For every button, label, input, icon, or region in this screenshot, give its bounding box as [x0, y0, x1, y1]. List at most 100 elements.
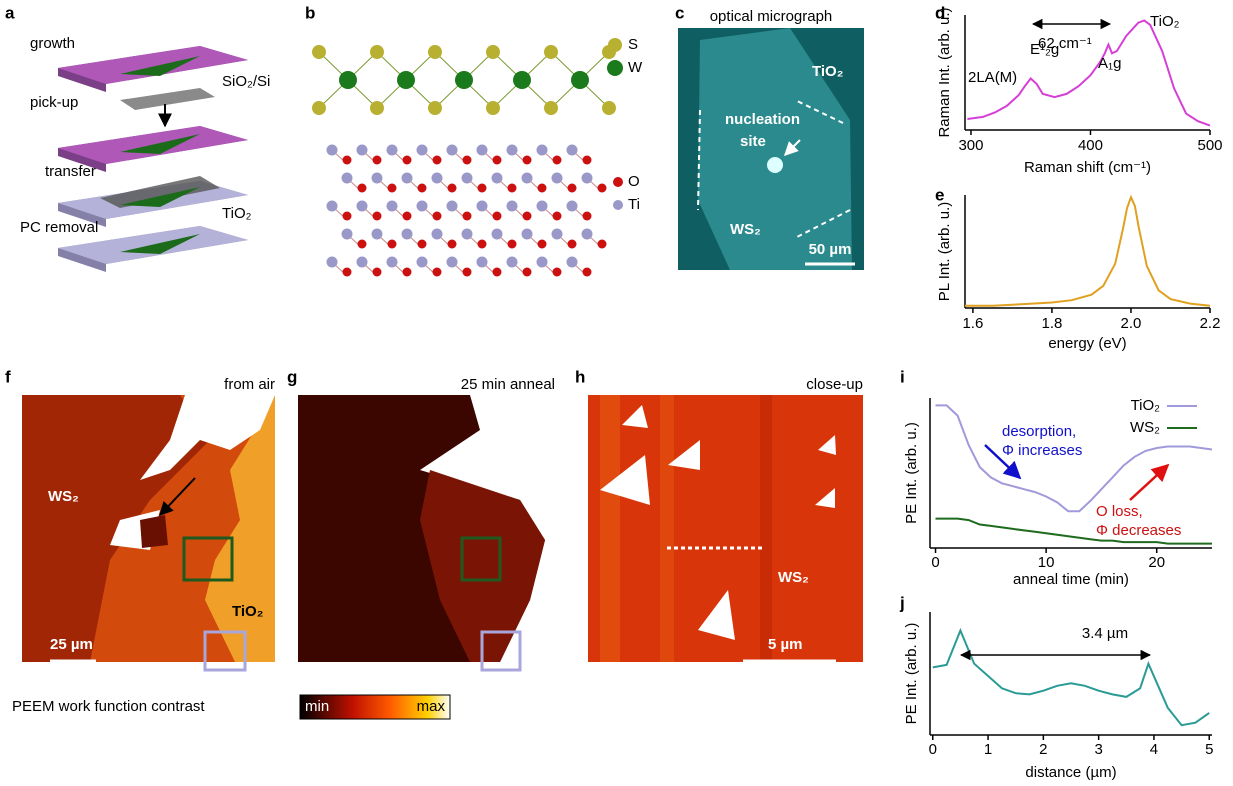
atom-ti — [507, 145, 518, 156]
region-label: WS₂ — [48, 488, 79, 505]
atom-ti — [552, 229, 563, 240]
panel-label: e — [935, 185, 944, 204]
scale-label: 50 µm — [809, 241, 852, 258]
atom-o — [583, 212, 592, 221]
atom-ti — [417, 145, 428, 156]
panel-title: from air — [224, 376, 275, 393]
nucleation — [767, 157, 783, 173]
panel-label: g — [287, 367, 297, 386]
atom-ti — [402, 229, 413, 240]
legend-label: W — [628, 59, 643, 76]
atom-o — [403, 268, 412, 277]
atom-ti — [417, 257, 428, 268]
atom-o — [508, 184, 517, 193]
nucleation — [140, 515, 168, 548]
atom-ti — [432, 229, 443, 240]
atom-ti — [537, 201, 548, 212]
atom-ti — [402, 173, 413, 184]
atom-s — [602, 101, 616, 115]
atom-ti — [357, 257, 368, 268]
atom-ti — [372, 173, 383, 184]
legend-label: TiO₂ — [1131, 397, 1161, 414]
atom-o — [523, 268, 532, 277]
atom-ti — [417, 201, 428, 212]
atom-ti — [582, 173, 593, 184]
atom-o — [418, 184, 427, 193]
panel-title: 25 min anneal — [461, 376, 555, 393]
atom-o — [343, 156, 352, 165]
x-tick-label: 10 — [1038, 554, 1055, 571]
x-tick-label: 2.2 — [1200, 315, 1221, 332]
atom-o — [478, 240, 487, 249]
step-label: growth — [30, 35, 75, 52]
annotation: A₁g — [1098, 55, 1121, 72]
atom-ti — [462, 229, 473, 240]
stripe — [600, 395, 620, 662]
figure: a growth SiO₂/Si pick-up transfer TiO₂ P… — [0, 0, 1233, 786]
region-label: TiO₂ — [812, 63, 843, 80]
atom-ti — [342, 173, 353, 184]
scale-label: 5 µm — [768, 636, 803, 653]
panel-title: close-up — [806, 376, 863, 393]
atom-ti — [387, 257, 398, 268]
atom-o — [343, 268, 352, 277]
y-axis-label: PL Int. (arb. u.) — [936, 202, 953, 302]
atom-o — [388, 184, 397, 193]
atom-o — [583, 268, 592, 277]
x-tick-label: 0 — [929, 741, 937, 758]
atom-ti — [582, 229, 593, 240]
atom-s — [486, 101, 500, 115]
atom-o — [538, 240, 547, 249]
panel-label: i — [900, 367, 905, 386]
colorbar-max: max — [417, 698, 446, 715]
atom-ti — [507, 257, 518, 268]
legend-atom — [613, 200, 623, 210]
atom-s — [486, 45, 500, 59]
y-axis-label: PE Int. (arb. u.) — [903, 623, 920, 725]
atom-o — [493, 268, 502, 277]
atom-s — [428, 45, 442, 59]
atom-o — [403, 212, 412, 221]
region-label: WS₂ — [730, 221, 761, 238]
step-label: PC removal — [20, 219, 98, 236]
step-label: transfer — [45, 163, 96, 180]
x-axis-label: distance (µm) — [1025, 764, 1116, 781]
step-label: pick-up — [30, 94, 78, 111]
atom-o — [463, 156, 472, 165]
x-tick-label: 0 — [931, 554, 939, 571]
atom-s — [544, 101, 558, 115]
atom-o — [343, 212, 352, 221]
atom-ti — [447, 201, 458, 212]
y-axis-label: Raman Int. (arb. u.) — [936, 7, 953, 137]
atom-ti — [522, 173, 533, 184]
atom-ti — [492, 229, 503, 240]
legend-atom — [607, 60, 623, 76]
atom-ti — [567, 201, 578, 212]
atom-s — [370, 45, 384, 59]
atom-ti — [327, 201, 338, 212]
annotation: O loss, — [1096, 503, 1143, 520]
atom-o — [358, 240, 367, 249]
region-label: TiO₂ — [232, 603, 263, 620]
atom-o — [463, 268, 472, 277]
x-tick-label: 2 — [1039, 741, 1047, 758]
atom-ti — [357, 201, 368, 212]
annotation: desorption, — [1002, 423, 1076, 440]
panel-label: b — [305, 3, 315, 22]
atom-s — [312, 45, 326, 59]
x-tick-label: 500 — [1197, 137, 1222, 154]
annotation: Φ increases — [1002, 442, 1082, 459]
annotation: 2LA(M) — [968, 69, 1017, 86]
atom-o — [523, 212, 532, 221]
panel-title: optical micrograph — [710, 8, 833, 25]
atom-ti — [387, 145, 398, 156]
crystal-structure — [312, 45, 616, 277]
legend-atom — [613, 177, 623, 187]
atom-w — [455, 71, 473, 89]
atom-ti — [552, 173, 563, 184]
region-label: site — [740, 133, 766, 150]
panel-label: j — [899, 593, 905, 612]
atom-w — [339, 71, 357, 89]
atom-o — [448, 184, 457, 193]
atom-o — [568, 184, 577, 193]
